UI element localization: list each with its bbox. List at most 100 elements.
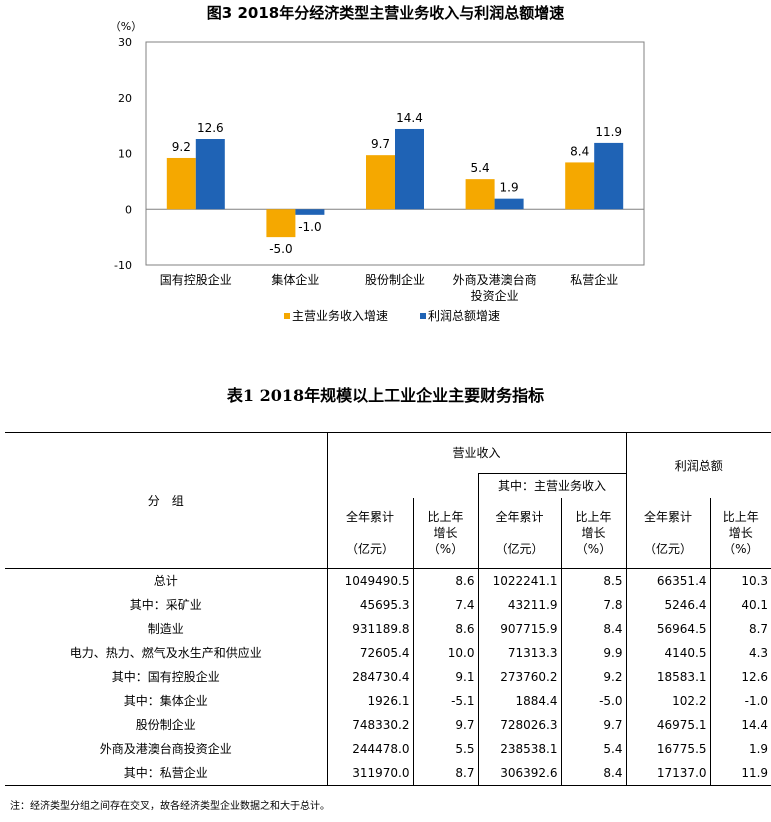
- row-value-rev-g: 9.1: [412, 665, 478, 689]
- bar-revenue: [465, 179, 495, 210]
- row-value-main-g: 8.4: [560, 761, 627, 786]
- row-value-rev: 311970.0: [326, 761, 413, 786]
- bar-profit: [594, 142, 624, 210]
- row-value-rev-g: 8.6: [412, 617, 478, 641]
- row-value-main: 71313.3: [477, 641, 561, 665]
- row-value-profit-g: 10.3: [709, 568, 771, 593]
- row-value-main: 728026.3: [477, 713, 561, 737]
- row-value-rev-g: -5.1: [412, 689, 478, 713]
- table-row: 其中：私营企业 311970.0 8.7 306392.6 8.4 17137.0 11.9: [5, 761, 771, 786]
- row-value-rev: 244478.0: [326, 737, 413, 761]
- y-tick-label: 10: [118, 148, 132, 161]
- row-category: 电力、热力、燃气及水生产和供应业: [69, 646, 262, 660]
- row-category: 股份制企业: [135, 718, 196, 732]
- header-revenue: 营业收入: [326, 432, 627, 474]
- row-value-main: 907715.9: [477, 617, 561, 641]
- header-rev-growth: 比上年 增长 （%）: [412, 498, 478, 569]
- row-value-rev-g: 5.5: [412, 737, 478, 761]
- y-tick-label: 0: [125, 203, 132, 216]
- row-value-main-g: 5.4: [560, 737, 627, 761]
- row-value-profit: 5246.4: [625, 593, 711, 617]
- data-label: -5.0: [269, 242, 292, 256]
- row-value-profit-g: 12.6: [709, 665, 771, 689]
- table-row: 其中：采矿业 45695.3 7.4 43211.9 7.8 5246.4 40.1: [5, 593, 771, 617]
- row-category: 总计: [153, 574, 178, 588]
- category-label: 股份制企业: [365, 272, 425, 287]
- row-category: 其中：集体企业: [123, 694, 208, 708]
- bar-revenue: [166, 157, 196, 210]
- y-tick-label: 30: [118, 36, 132, 49]
- y-unit-label: （%）: [110, 20, 142, 33]
- data-label: 8.4: [570, 144, 589, 158]
- row-value-main-g: 9.9: [560, 641, 627, 665]
- category-label: 私营企业: [570, 272, 618, 287]
- plot-frame: [145, 41, 645, 266]
- data-label: 11.9: [595, 125, 622, 139]
- row-value-profit-g: 11.9: [709, 761, 771, 786]
- footnote: 注：经济类型分组之间存在交叉，故各经济类型企业数据之和大于总计。: [10, 801, 330, 812]
- row-value-main-g: 9.7: [560, 713, 627, 737]
- row-value-main-g: 8.4: [560, 617, 627, 641]
- row-value-profit-g: 40.1: [709, 593, 771, 617]
- category-label: 集体企业: [271, 272, 319, 287]
- bar-profit: [295, 209, 325, 215]
- table-row: 股份制企业 748330.2 9.7 728026.3 9.7 46975.1 14.4: [5, 713, 771, 737]
- header-rev-cumulative: 全年累计 （亿元）: [326, 498, 413, 569]
- row-value-main-g: -5.0: [560, 689, 627, 713]
- header-main-cumulative: 全年累计 （亿元）: [477, 498, 561, 569]
- header-profit-growth: 比上年 增长 （%）: [709, 498, 771, 569]
- y-tick-label: 20: [118, 92, 132, 105]
- row-value-main: 1022241.1: [477, 568, 561, 593]
- header-profit: 利润总额: [625, 432, 771, 498]
- row-value-main-g: 9.2: [560, 665, 627, 689]
- row-value-profit: 102.2: [625, 689, 711, 713]
- legend-swatch: [420, 313, 426, 319]
- data-label: 1.9: [500, 181, 519, 195]
- row-value-profit: 4140.5: [625, 641, 711, 665]
- row-value-profit: 17137.0: [625, 761, 711, 786]
- financial-table: 分 组 营业收入 利润总额 其中：主营业务收入 全年累计 （亿元） 比上年 增长 （%…: [5, 432, 771, 786]
- row-value-main-g: 8.5: [560, 568, 627, 593]
- table-row: 其中：国有控股企业 284730.4 9.1 273760.2 9.2 18583.1 12…: [5, 665, 771, 689]
- row-value-main: 238538.1: [477, 737, 561, 761]
- header-revenue-spacer: [326, 473, 478, 498]
- bar-chart: -10 0 10 20 30 （%） 9.2 -5.0 9.7 5.4 8.4 12.6 -1.0 14.…: [110, 20, 645, 323]
- category-label: 国有控股企业: [160, 272, 232, 287]
- bar-revenue: [266, 209, 296, 238]
- row-value-rev: 1049490.5: [326, 568, 413, 593]
- table-title: 表1 2018年规模以上工业企业主要财务指标: [226, 386, 545, 405]
- row-value-profit: 46975.1: [625, 713, 711, 737]
- data-label: 14.4: [396, 111, 423, 125]
- table-body: 总计 1049490.5 8.6 1022241.1 8.5 66351.4 10.3 其中：…: [5, 568, 771, 786]
- row-value-profit: 56964.5: [625, 617, 711, 641]
- y-tick-label: -10: [114, 259, 132, 272]
- row-value-main: 306392.6: [477, 761, 561, 786]
- row-value-rev: 931189.8: [326, 617, 413, 641]
- header-group: 分 组: [5, 432, 327, 569]
- header-profit-cumulative: 全年累计 （亿元）: [625, 498, 711, 569]
- row-value-rev-g: 8.7: [412, 761, 478, 786]
- bar-revenue: [565, 162, 595, 210]
- category-label: 投资企业: [471, 288, 519, 303]
- chart-title: 图3 2018年分经济类型主营业务收入与利润总额增速: [206, 4, 565, 22]
- bar-profit: [494, 198, 524, 210]
- row-value-rev: 45695.3: [326, 593, 413, 617]
- bar-revenue: [366, 155, 395, 210]
- row-category: 其中：采矿业: [129, 598, 202, 612]
- data-label: 9.7: [371, 137, 390, 151]
- row-value-profit: 16775.5: [625, 737, 711, 761]
- category-label: 外商及港澳台商: [453, 272, 537, 287]
- row-value-profit: 18583.1: [625, 665, 711, 689]
- legend-swatch: [284, 313, 290, 319]
- row-value-rev-g: 9.7: [412, 713, 478, 737]
- data-label: -1.0: [298, 220, 321, 234]
- table-row: 制造业 931189.8 8.6 907715.9 8.4 56964.5 8.7: [5, 617, 771, 641]
- header-main-growth: 比上年 增长 （%）: [560, 498, 627, 569]
- row-value-rev: 284730.4: [326, 665, 413, 689]
- row-value-main: 43211.9: [477, 593, 561, 617]
- row-value-main: 1884.4: [477, 689, 561, 713]
- row-value-profit-g: 1.9: [709, 737, 771, 761]
- row-value-main-g: 7.8: [560, 593, 627, 617]
- bar-profit: [395, 128, 424, 210]
- row-category: 制造业: [147, 622, 184, 636]
